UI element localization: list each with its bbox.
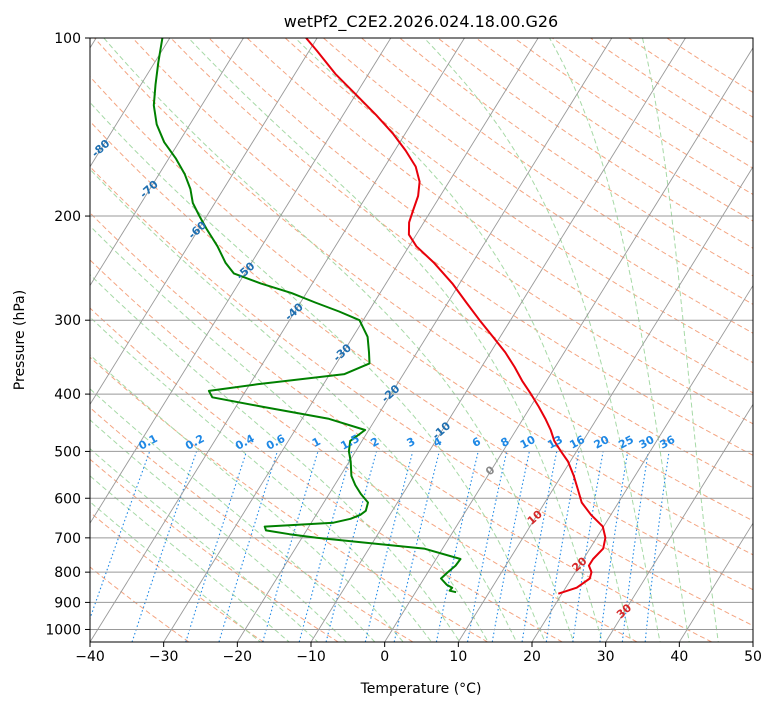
isotherm-line [310,38,686,642]
plot-area: -100-90-80-70-60-50-40-30-20-10010203040… [90,38,753,642]
mixing-ratio-label: 16 [567,433,587,452]
mixing-ratio-line [262,451,319,642]
moist-adiabat [90,316,433,642]
x-tick-label: −20 [223,649,253,665]
sounding-profiles [152,38,607,595]
moist-adiabat [90,273,461,642]
moist-adiabat [90,101,546,642]
y-tick-label: 200 [54,209,81,225]
x-tick-label: −10 [296,649,326,665]
dry-adiabat [132,38,753,489]
isotherm-line [163,38,539,642]
moist-adiabat [90,501,262,642]
isotherms [90,38,753,642]
moist-adiabat [90,168,518,642]
x-tick-label: 10 [449,649,467,665]
y-tick-label: 1000 [45,622,81,638]
isotherm-line [90,38,392,525]
x-tick-label: 30 [597,649,615,665]
mixing-ratio-label: 36 [658,433,678,452]
x-tick-label: −40 [75,649,105,665]
mixing-ratio-line [599,451,629,642]
mixing-ratio-label: 30 [637,433,657,452]
moist-adiabat [90,475,290,642]
x-tick-label: 50 [744,649,762,665]
x-tick-label: 40 [670,649,688,665]
y-tick-label: 100 [54,31,81,47]
isotherm-line [90,38,465,642]
moist-adiabat [90,225,489,642]
dry-adiabat [90,356,488,642]
isotherm-line [90,38,318,406]
dry-adiabat [90,259,638,642]
dry-adiabat [90,120,753,591]
isotherm-line [236,38,613,642]
dry-adiabat [90,307,563,642]
y-axis-label: Pressure (hPa) [12,290,28,390]
mixing-ratio-line [572,451,604,642]
moist-adiabat [423,38,661,642]
mixing-ratio-line [131,451,198,642]
x-axis-label: Temperature (°C) [360,681,482,697]
x-axis-ticks: −40 −30 −20 −10 0 10 20 30 40 50 [75,642,762,665]
dry-adiabat [170,38,753,456]
isotherm-line [457,165,753,642]
mixing-ratio-line [90,451,151,621]
mixing-ratio-line [621,451,649,642]
y-tick-label: 800 [54,565,81,581]
x-tick-label: 0 [380,649,389,665]
y-axis-ticks: 100 200 300 400 500 600 700 800 900 1000 [45,31,90,638]
mixing-ratio-label: 10 [518,433,538,452]
isotherm-line [90,38,244,287]
plot-frame [89,37,754,643]
dry-adiabat [90,165,753,627]
isotherm-line [678,522,753,642]
dry-adiabat [90,511,264,642]
dry-adiabat [284,38,753,364]
x-tick-label: 20 [523,649,541,665]
isotherm-line [605,403,753,642]
moist-adiabat [188,38,603,642]
chart-title: wetPf2_C2E2.2026.024.18.00.G26 [284,12,558,32]
dewpoint-profile [152,38,462,594]
moist-adiabat [103,38,575,642]
y-tick-label: 500 [54,444,81,460]
moist-adiabat [90,388,376,642]
moist-adiabat [90,419,348,642]
y-tick-label: 600 [54,491,81,507]
temperature-profile [305,38,607,595]
mixing-ratio-line [644,451,670,642]
y-tick-label: 300 [54,313,81,329]
y-tick-label: 700 [54,531,81,547]
x-tick-label: −30 [149,649,179,665]
mixing-ratio-line [218,451,278,642]
mixing-ratio-line [325,451,378,642]
mixing-ratio-line [545,451,580,642]
isotherm-line [384,47,753,642]
isotherm-line [531,284,753,642]
isobars [90,38,753,630]
y-tick-label: 400 [54,387,81,403]
dry-adiabat [361,38,753,305]
mixing-ratio-label: 13 [545,433,565,452]
isotherm-line [90,38,171,168]
y-tick-label: 900 [54,595,81,611]
moist-adiabat [90,448,319,642]
dry-adiabat [90,212,712,642]
moist-adiabat [549,38,690,642]
moist-adiabats [90,38,719,642]
mixing-ratio-line [364,451,414,642]
dry-adiabat [323,38,753,334]
mixing-ratio-line [298,451,353,642]
moist-adiabat [294,38,632,642]
dry-adiabat [94,38,753,522]
mixing-ratio-label: 25 [616,433,636,452]
mixing-ratio-label: 20 [592,433,612,452]
mixing-ratio-line [185,451,248,642]
dry-adiabat [90,458,339,642]
